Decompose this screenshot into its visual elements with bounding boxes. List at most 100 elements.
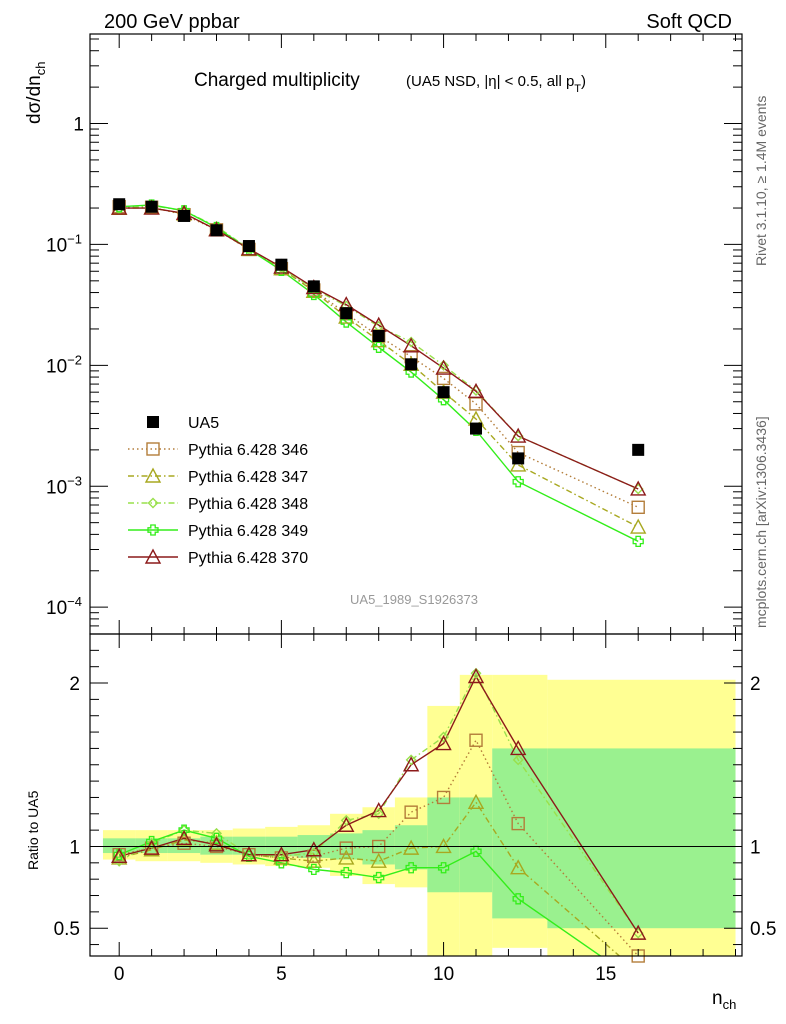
ratio-point-1-3 xyxy=(208,834,225,850)
legend-marker-2 xyxy=(144,467,162,483)
point-3-12 xyxy=(512,476,524,488)
point-4-11 xyxy=(467,382,485,399)
data-point-7 xyxy=(340,307,353,320)
data-point-6 xyxy=(307,280,320,293)
ratio-point-3-6 xyxy=(308,863,320,876)
ratio-point-2-8 xyxy=(373,808,385,820)
data-point-1 xyxy=(145,200,158,213)
ratio-point-4-9 xyxy=(402,756,420,772)
ratio-point-1-8 xyxy=(370,852,387,868)
point-3-8 xyxy=(373,341,385,353)
point-4-13 xyxy=(630,480,647,496)
band-stat-0 xyxy=(102,838,136,854)
data-point-2 xyxy=(178,209,191,222)
x-axis-label: nch xyxy=(712,988,736,1012)
data-point-9 xyxy=(405,358,418,371)
point-2-9 xyxy=(405,336,417,348)
band-stat-13 xyxy=(547,748,736,929)
ratio-point-4-10 xyxy=(435,735,452,751)
data-point-13 xyxy=(632,443,645,456)
ratio-point-1-2 xyxy=(175,831,193,847)
ratio-tick-label-left-0: 0.5 xyxy=(54,919,80,940)
ratio-point-4-4 xyxy=(240,846,258,862)
legend-marker-4 xyxy=(147,524,159,536)
legend-label-5: Pythia 6.428 370 xyxy=(188,550,308,567)
data-point-8 xyxy=(372,329,385,342)
ratio-point-4-8 xyxy=(370,802,387,818)
data-point-0 xyxy=(113,198,126,211)
data-point-5 xyxy=(275,258,288,271)
ratio-point-4-2 xyxy=(175,829,193,846)
data-point-11 xyxy=(470,422,483,435)
ratio-tick-label-left-2: 2 xyxy=(69,674,80,695)
ratio-point-4-0 xyxy=(111,847,128,863)
legend: UA5 Pythia 6.428 346 Pythia 6.428 347 Pythi… xyxy=(128,415,308,567)
legend-label-1: Pythia 6.428 346 xyxy=(188,442,308,459)
ratio-line-0 xyxy=(119,738,639,956)
ratio-bands xyxy=(102,674,736,956)
y-tick-label-1: 10−1 xyxy=(46,231,82,256)
side-label-bottom: mcplots.cern.ch [arXiv:1306.3436] xyxy=(753,416,769,628)
point-3-7 xyxy=(340,316,352,328)
ratio-point-0-12 xyxy=(511,816,525,831)
series-line-3 xyxy=(119,204,639,543)
ratio-point-4-1 xyxy=(143,839,160,855)
y-tick-label-0: 1 xyxy=(73,115,84,136)
header-right: Soft QCD xyxy=(646,11,732,33)
point-4-9 xyxy=(402,337,420,353)
band-stat-3 xyxy=(200,836,233,855)
ratio-point-3-8 xyxy=(373,871,385,884)
ratio-tick-label-right-0: 0.5 xyxy=(750,919,776,940)
band-stat-10 xyxy=(427,797,460,893)
chart-title-group: Charged multiplicity (UA5 NSD, |η| < 0.5… xyxy=(194,70,586,95)
x-tick-label-1: 5 xyxy=(276,964,287,985)
main-frame xyxy=(89,33,743,635)
legend-marker-5 xyxy=(144,548,162,564)
ratio-point-0-11 xyxy=(469,733,483,747)
data-point-12 xyxy=(512,452,525,465)
band-stat-8 xyxy=(362,830,395,865)
legend-marker-1 xyxy=(146,442,160,456)
ratio-point-1-1 xyxy=(143,841,160,857)
ratio-point-4-12 xyxy=(510,739,527,756)
tick-labels: 0 5 10 15 1 10−1 10−2 10−3 10−4 0.5 0.5 1 1 2 2 xyxy=(46,115,776,985)
ratio-point-2-1 xyxy=(146,837,158,849)
legend-label-0: UA5 xyxy=(188,415,219,432)
data-point-4 xyxy=(242,240,255,253)
point-1-12 xyxy=(510,456,527,472)
x-tick-label-0: 0 xyxy=(114,964,125,985)
ratio-point-0-9 xyxy=(404,805,418,819)
side-label-top: Rivet 3.1.10, ≥ 1.4M events xyxy=(753,96,769,266)
point-4-12 xyxy=(510,427,527,443)
data-point-10 xyxy=(437,386,450,399)
y-axis-label: dσ/dnch xyxy=(24,62,48,124)
ratio-tick-label-left-1: 1 xyxy=(69,837,80,858)
ratio-point-4-11 xyxy=(467,668,485,684)
legend-label-4: Pythia 6.428 349 xyxy=(188,523,308,540)
legend-marker-3 xyxy=(147,497,159,509)
point-0-13 xyxy=(631,500,645,514)
ratio-point-2-9 xyxy=(405,754,417,766)
ratio-point-2-0 xyxy=(113,855,125,867)
watermark: UA5_1989_S1926373 xyxy=(350,592,478,607)
point-1-13 xyxy=(630,518,647,534)
ratio-point-2-12 xyxy=(512,754,524,766)
ratio-point-2-6 xyxy=(308,847,320,859)
ratio-point-1-6 xyxy=(305,852,322,868)
ratio-point-3-7 xyxy=(340,866,352,879)
y-tick-label-2: 10−2 xyxy=(46,352,82,377)
ratio-point-4-7 xyxy=(338,816,355,832)
legend-label-2: Pythia 6.428 347 xyxy=(188,469,308,486)
x-tick-label-3: 15 xyxy=(595,964,616,985)
ratio-point-3-11 xyxy=(470,845,482,858)
band-stat-4 xyxy=(232,836,266,855)
series-markers xyxy=(111,198,647,963)
point-4-10 xyxy=(435,359,452,375)
ratio-point-0-7 xyxy=(339,841,353,855)
ratio-frame xyxy=(89,633,743,957)
band-stat-11 xyxy=(459,797,493,893)
ratio-point-0-10 xyxy=(436,790,451,805)
series-line-0 xyxy=(119,206,639,508)
x-tick-label-2: 10 xyxy=(433,964,454,985)
